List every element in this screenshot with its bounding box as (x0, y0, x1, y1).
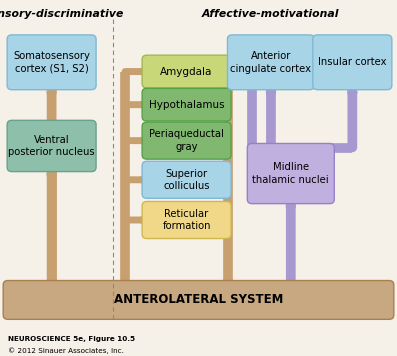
Text: Affective-motivational: Affective-motivational (201, 9, 339, 19)
Text: Hypothalamus: Hypothalamus (149, 100, 224, 110)
Text: Midline
thalamic nuclei: Midline thalamic nuclei (252, 162, 329, 185)
Text: Superior
colliculus: Superior colliculus (163, 169, 210, 191)
FancyBboxPatch shape (3, 281, 394, 319)
Text: Reticular
formation: Reticular formation (162, 209, 211, 231)
Text: © 2012 Sinauer Associates, Inc.: © 2012 Sinauer Associates, Inc. (8, 347, 124, 354)
FancyBboxPatch shape (7, 35, 96, 90)
FancyBboxPatch shape (7, 120, 96, 172)
FancyBboxPatch shape (142, 122, 231, 159)
FancyBboxPatch shape (142, 161, 231, 198)
Text: Somatosensory
cortex (S1, S2): Somatosensory cortex (S1, S2) (13, 51, 90, 73)
Text: Sensory-discriminative: Sensory-discriminative (0, 9, 124, 19)
FancyBboxPatch shape (142, 88, 231, 121)
FancyBboxPatch shape (142, 55, 231, 88)
Text: Anterior
cingulate cortex: Anterior cingulate cortex (230, 51, 312, 73)
FancyBboxPatch shape (227, 35, 314, 90)
Text: NEUROSCIENCE 5e, Figure 10.5: NEUROSCIENCE 5e, Figure 10.5 (8, 336, 135, 342)
FancyBboxPatch shape (313, 35, 392, 90)
Text: Periaqueductal
gray: Periaqueductal gray (149, 130, 224, 152)
FancyBboxPatch shape (142, 201, 231, 239)
Text: Insular cortex: Insular cortex (318, 57, 387, 67)
Text: Amygdala: Amygdala (160, 67, 213, 77)
FancyBboxPatch shape (247, 143, 334, 204)
Text: ANTEROLATERAL SYSTEM: ANTEROLATERAL SYSTEM (114, 293, 283, 307)
Text: Ventral
posterior nucleus: Ventral posterior nucleus (8, 135, 95, 157)
